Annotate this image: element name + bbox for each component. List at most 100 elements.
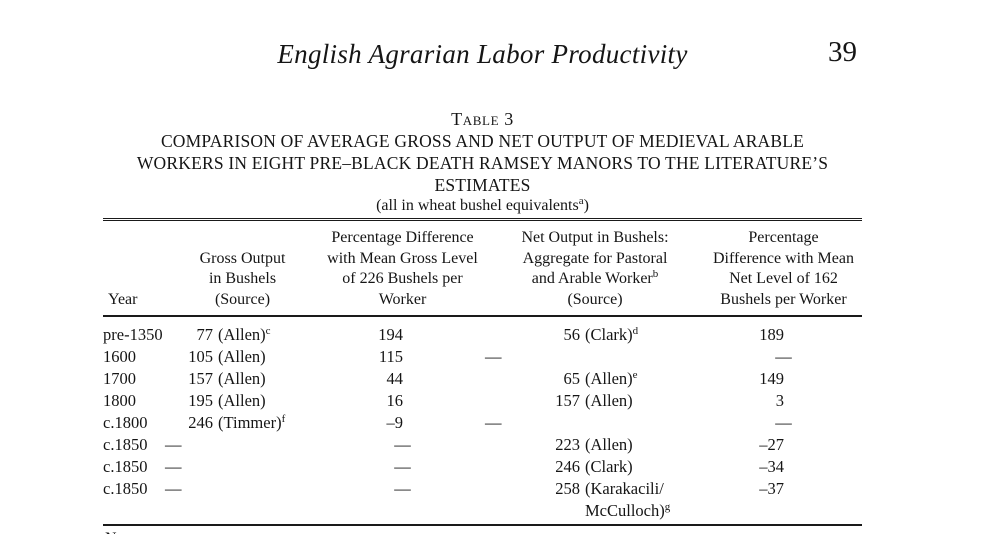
pct-gross-diff-cell: — xyxy=(320,456,485,478)
pct-gross-diff-cell: 44 xyxy=(320,368,485,390)
header-line: with Mean Gross Level xyxy=(327,249,478,267)
table-header-row: Year Gross Output in Bushels (Source) Pe… xyxy=(103,221,862,315)
net-output-cell: 246 (Clark) xyxy=(485,456,705,478)
value-number: 105 xyxy=(188,347,213,366)
table-row: c.1850 — — 258 (Karakacili/McCulloch)g –37 xyxy=(103,478,862,522)
value-number: –34 xyxy=(759,457,784,476)
running-head-title: English Agrarian Labor Productivity xyxy=(277,39,688,69)
header-line: Percentage xyxy=(748,229,819,246)
net-output-cell: 157 (Allen) xyxy=(485,390,705,412)
pct-net-diff-cell: 189 xyxy=(705,324,862,346)
value-source: (Clark) xyxy=(585,457,633,476)
table-row: 1800 195 (Allen) 16 157 (Allen) 3 xyxy=(103,390,862,412)
table-row: c.1850 — — 246 (Clark) –34 xyxy=(103,456,862,478)
header-line: Gross Output xyxy=(199,249,286,267)
header-line: of 226 Bushels per xyxy=(342,270,463,287)
header-line: Year xyxy=(108,290,138,308)
missing-value-dash: — xyxy=(165,435,182,454)
value-source: (Timmer)f xyxy=(218,413,286,432)
pct-gross-diff-cell: 115 xyxy=(320,346,485,368)
gross-output-cell: 77 (Allen)c xyxy=(165,324,320,346)
pct-net-diff-cell: — xyxy=(705,412,862,434)
table-body: pre-1350 77 (Allen)c 194 56 (Clark)d 189 1600 10… xyxy=(103,317,862,522)
pct-net-diff-cell: –37 xyxy=(705,478,862,522)
missing-value-dash: — xyxy=(775,347,792,366)
table-label: Table 3 xyxy=(451,109,514,129)
pct-net-diff-cell: — xyxy=(705,346,862,368)
value-source: (Allen)c xyxy=(218,325,271,344)
header-line: Net Level of 162 xyxy=(729,270,838,287)
value-source: (Allen) xyxy=(218,391,266,410)
table-row: c.1800 246 (Timmer)f –9 — — xyxy=(103,412,862,434)
missing-value-dash: — xyxy=(394,435,411,454)
value-number: 77 xyxy=(196,325,214,344)
missing-value-dash: — xyxy=(165,457,182,476)
year-cell: c.1850 xyxy=(103,435,148,454)
net-output-cell: 56 (Clark)d xyxy=(485,324,705,346)
year-cell: c.1800 xyxy=(103,413,148,432)
header-line: and Arable Workerb xyxy=(531,268,659,288)
pct-net-diff-cell: 3 xyxy=(705,390,862,412)
value-source: (Allen) xyxy=(218,347,266,366)
col-header-year: Year xyxy=(103,290,165,311)
table-title-line: COMPARISON OF AVERAGE GROSS AND NET OUTP… xyxy=(160,131,805,151)
header-line: Worker xyxy=(378,290,427,308)
missing-value-dash: — xyxy=(394,457,411,476)
value-number: 246 xyxy=(188,413,213,432)
table-title-line: ESTIMATES xyxy=(434,175,531,195)
col-header-pct-gross-diff: Percentage Difference with Mean Gross Le… xyxy=(320,228,485,310)
year-cell: 1800 xyxy=(103,391,136,410)
pct-net-diff-cell: –27 xyxy=(705,434,862,456)
table-row: 1600 105 (Allen) 115 — — xyxy=(103,346,862,368)
value-number: 115 xyxy=(378,347,403,366)
gross-output-cell: — xyxy=(165,478,320,522)
col-header-gross-output: Gross Output in Bushels (Source) xyxy=(165,249,320,311)
header-line: Percentage Difference xyxy=(331,229,474,246)
table-title-line: WORKERS IN EIGHT PRE–BLACK DEATH RAMSEY … xyxy=(136,153,829,173)
gross-output-cell: 246 (Timmer)f xyxy=(165,412,320,434)
year-cell: c.1850 xyxy=(103,457,148,476)
value-source: (Allen)e xyxy=(585,369,638,388)
year-cell: 1700 xyxy=(103,369,136,388)
header-line: Net Output in Bushels: xyxy=(521,229,669,246)
value-source: (Clark)d xyxy=(585,325,639,344)
table-row: pre-1350 77 (Allen)c 194 56 (Clark)d 189 xyxy=(103,324,862,346)
pct-gross-diff-cell: 194 xyxy=(320,324,485,346)
missing-value-dash: — xyxy=(775,413,792,432)
value-source: (Allen) xyxy=(218,369,266,388)
value-number: –27 xyxy=(759,435,784,454)
notes-partial-text: N xyxy=(103,530,862,534)
missing-value-dash: — xyxy=(485,347,502,366)
value-number: –37 xyxy=(759,479,784,498)
header-line: Bushels per Worker xyxy=(720,290,847,308)
table-3: Table 3 COMPARISON OF AVERAGE GROSS AND … xyxy=(103,105,862,534)
pct-gross-diff-cell: –9 xyxy=(320,412,485,434)
value-number: 149 xyxy=(759,369,784,388)
net-output-cell: 65 (Allen)e xyxy=(485,368,705,390)
value-number: 65 xyxy=(563,369,581,388)
value-number: 3 xyxy=(775,391,784,410)
page-number: 39 xyxy=(828,36,857,68)
col-header-net-output: Net Output in Bushels: Aggregate for Pas… xyxy=(485,228,705,310)
year-cell: 1600 xyxy=(103,347,136,366)
table-subtitle: (all in wheat bushel equivalentsa) xyxy=(376,195,589,215)
header-line: Difference with Mean xyxy=(713,249,854,267)
header-line: (Source) xyxy=(567,290,623,308)
header-line: (Source) xyxy=(214,290,271,308)
value-number: 258 xyxy=(555,479,580,498)
pct-net-diff-cell: 149 xyxy=(705,368,862,390)
value-number: 56 xyxy=(563,325,581,344)
value-number: 223 xyxy=(555,435,580,454)
net-output-cell: 258 (Karakacili/McCulloch)g xyxy=(485,478,705,522)
missing-value-dash: — xyxy=(165,479,182,498)
value-number: 246 xyxy=(555,457,580,476)
gross-output-cell: 195 (Allen) xyxy=(165,390,320,412)
missing-value-dash: — xyxy=(394,479,411,498)
value-source: (Allen) xyxy=(585,435,633,454)
value-number: 157 xyxy=(188,369,213,388)
table-top-rule xyxy=(103,218,862,221)
gross-output-cell: — xyxy=(165,434,320,456)
year-cell: pre-1350 xyxy=(103,325,163,344)
value-number: –9 xyxy=(386,413,404,432)
